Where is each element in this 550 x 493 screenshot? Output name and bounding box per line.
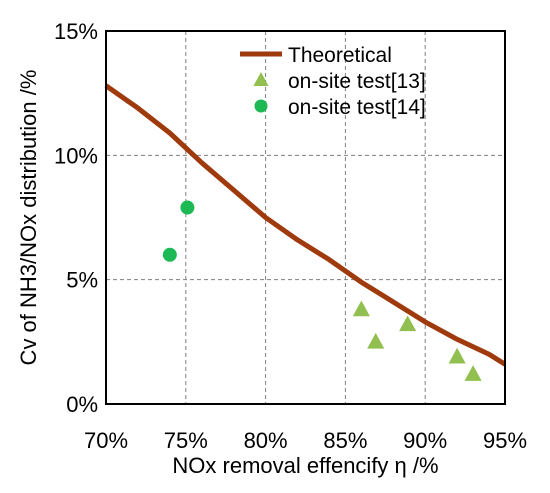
x-tick-label: 90% xyxy=(403,428,447,453)
x-axis-title: NOx removal effencify η /% xyxy=(172,453,438,478)
test-13-point xyxy=(352,300,370,317)
legend-label-on-site-test-13: on-site test[13] xyxy=(288,70,426,93)
legend-swatch-on-site-test-14 xyxy=(254,99,268,113)
tick-labels: 70% 75% 80% 85% 90% 95% 0% 5% 10% 15% xyxy=(54,19,527,453)
legend-swatch-on-site-test-13 xyxy=(253,72,269,86)
theoretical-line xyxy=(104,83,507,367)
test-13-point xyxy=(399,315,417,332)
y-tick-label: 15% xyxy=(54,19,98,44)
x-tick-label: 95% xyxy=(483,428,527,453)
grid xyxy=(106,31,505,404)
legend: Theoretical on-site test[13] on-site tes… xyxy=(240,44,426,119)
y-tick-label: 0% xyxy=(66,392,98,417)
test-14-point xyxy=(162,247,177,262)
y-tick-label: 10% xyxy=(54,143,98,168)
test-13-point xyxy=(448,347,466,364)
plot-frame xyxy=(105,30,506,405)
x-tick-label: 70% xyxy=(84,428,128,453)
legend-label-on-site-test-14: on-site test[14] xyxy=(288,96,426,119)
x-tick-label: 85% xyxy=(323,428,367,453)
test-13-point xyxy=(367,332,385,349)
y-axis-title: Cv of NH3/NOx distribution /% xyxy=(16,70,41,366)
plot-series xyxy=(104,83,507,381)
x-tick-label: 80% xyxy=(244,428,288,453)
test-13-point xyxy=(464,365,482,381)
x-tick-label: 75% xyxy=(164,428,208,453)
legend-label-theoretical: Theoretical xyxy=(288,44,392,67)
test-14-point xyxy=(180,200,195,215)
y-tick-label: 5% xyxy=(66,268,98,293)
